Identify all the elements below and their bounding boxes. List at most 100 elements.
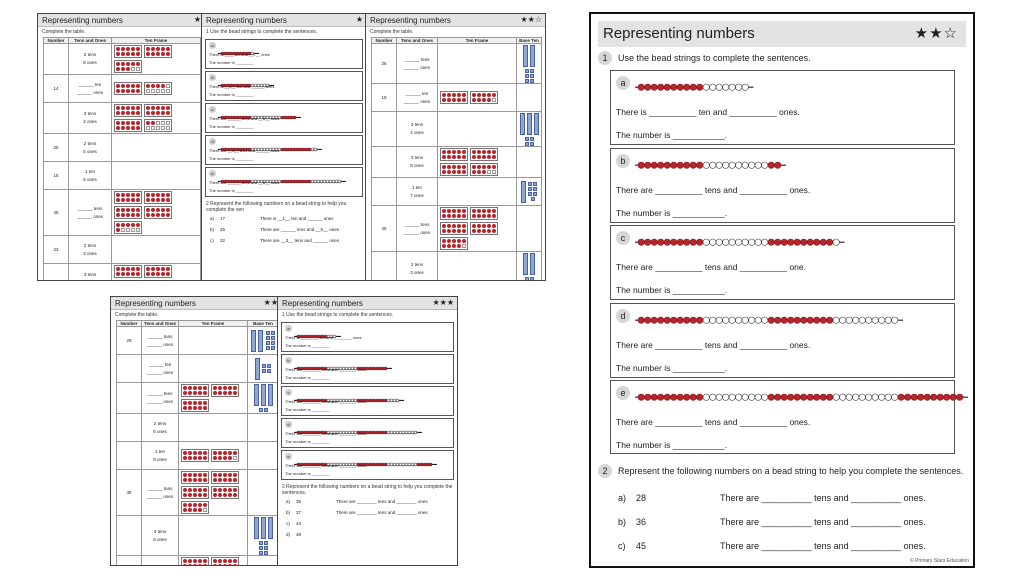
bead-question-a[interactable]: a There is __________ ten and __________ … xyxy=(610,70,955,145)
sentence-number[interactable]: The number is ___________. xyxy=(616,363,728,373)
number-cell[interactable]: 26 xyxy=(371,43,397,84)
worksheet-thumbnail-3[interactable]: Representing numbers ★★☆ Complete the ta… xyxy=(365,13,546,281)
tens-ones-cell[interactable]: 1 ten 5 ones xyxy=(68,161,112,190)
ten-frame-cell[interactable] xyxy=(437,177,517,206)
number-cell[interactable] xyxy=(371,251,397,280)
number-cell[interactable] xyxy=(116,413,142,442)
sentence-number[interactable]: The number is ________ xyxy=(209,92,254,97)
sentence[interactable]: There are ________ tens and ________ one… xyxy=(336,499,428,504)
ten-frame-cell[interactable] xyxy=(437,111,517,147)
tens-ones-cell[interactable]: ______ tens ______ ones xyxy=(396,205,438,252)
sentence-tens-ones[interactable]: There are ________ tens and ________ one… xyxy=(285,463,367,468)
sentence-number[interactable]: The number is ___________. xyxy=(616,130,728,140)
number-row[interactable]: b) 37 There are ________ tens and ________… xyxy=(278,509,457,520)
sentence-number[interactable]: The number is ________ xyxy=(209,60,254,65)
number-cell[interactable]: 19 xyxy=(371,83,397,112)
bead-question-c[interactable]: c There are ______ tens and __5__ ones The… xyxy=(205,103,363,133)
sentence-tens-ones[interactable]: There are __________ tens and __________… xyxy=(616,340,811,350)
sentence[interactable]: There are __3__ tens and ______ ones xyxy=(260,238,340,243)
bead-question-d[interactable]: d There are __3__ tens and ______ ones The… xyxy=(205,135,363,165)
number-row[interactable]: a) 28 There are __________ tens and ______… xyxy=(618,493,926,503)
sentence[interactable]: There are __________ tens and __________… xyxy=(720,517,926,527)
worksheet-thumbnail-1[interactable]: Representing numbers ★ Complete the tabl… xyxy=(37,13,205,281)
sentence[interactable]: There are ______ tens and __5__ ones xyxy=(260,227,340,232)
number-cell[interactable]: 15 xyxy=(43,161,69,190)
base-ten-cell[interactable] xyxy=(516,111,542,147)
sentence-number[interactable]: The number is ________ xyxy=(285,439,330,444)
number-row[interactable]: c) 43 xyxy=(278,520,457,531)
tens-ones-cell[interactable]: 2 tens 5 ones xyxy=(141,413,179,442)
ten-frame-cell[interactable] xyxy=(178,469,248,516)
ten-frame-cell[interactable] xyxy=(178,354,248,383)
tens-ones-cell[interactable]: 3 tens 6 ones xyxy=(141,515,179,556)
ten-frame-cell[interactable] xyxy=(178,413,248,442)
sentence-number[interactable]: The number is ___________. xyxy=(616,440,728,450)
sentence-tens-ones[interactable]: There are ________ tens and ________ one… xyxy=(285,399,367,404)
worksheet-thumbnail-4[interactable]: Representing numbers ★★ Complete the tab… xyxy=(110,296,282,566)
bead-question-d[interactable]: d There are __________ tens and _________… xyxy=(610,303,955,378)
sentence-tens-ones[interactable]: There are ______ tens and __5__ ones xyxy=(209,116,280,121)
ten-frame-cell[interactable] xyxy=(178,555,248,565)
bead-question-c[interactable]: c There are ________ tens and ________ on… xyxy=(281,386,454,416)
number-row[interactable]: d) 48 xyxy=(278,531,457,542)
ten-frame-cell[interactable] xyxy=(111,235,201,264)
ten-frame-cell[interactable] xyxy=(178,515,248,556)
sentence-tens-ones[interactable]: There are ______ tens and __2__ ones xyxy=(209,180,280,185)
base-ten-cell[interactable] xyxy=(247,326,279,355)
number-cell[interactable] xyxy=(116,354,142,383)
ten-frame-cell[interactable] xyxy=(111,102,201,134)
base-ten-cell[interactable] xyxy=(247,469,279,516)
number-cell[interactable] xyxy=(116,441,142,470)
number-cell[interactable] xyxy=(116,382,142,414)
ten-frame-cell[interactable] xyxy=(111,74,201,103)
tens-ones-cell[interactable]: 2 tens 3 ones xyxy=(396,251,438,280)
bead-question-b[interactable]: b There are ________ tens and ________ on… xyxy=(281,354,454,384)
tens-ones-cell[interactable]: 2 tens 3 ones xyxy=(68,235,112,264)
number-row[interactable]: a) 35 There are ________ tens and ________… xyxy=(278,498,457,509)
sentence-number[interactable]: The number is ___________. xyxy=(616,285,728,295)
tens-ones-cell[interactable]: ______ tens ______ ones xyxy=(68,189,112,236)
tens-ones-cell[interactable]: 3 tens 4 ones xyxy=(396,111,438,147)
tens-ones-cell[interactable]: 1 ten 7 ones xyxy=(396,177,438,206)
ten-frame-cell[interactable] xyxy=(178,382,248,414)
number-cell[interactable] xyxy=(43,102,69,134)
sentence-number[interactable]: The number is ________ xyxy=(285,375,330,380)
base-ten-cell[interactable] xyxy=(247,354,279,383)
base-ten-cell[interactable] xyxy=(247,413,279,442)
number-cell[interactable]: 28 xyxy=(116,326,142,355)
number-cell[interactable]: 23 xyxy=(43,235,69,264)
sentence-number[interactable]: The number is ________ xyxy=(209,156,254,161)
bead-question-e[interactable]: e There are __________ tens and _________… xyxy=(610,380,968,454)
number-cell[interactable]: 46 xyxy=(43,189,69,236)
bead-question-a[interactable]: a There is ________ ten and ________ ones… xyxy=(281,322,454,352)
base-ten-cell[interactable] xyxy=(247,382,279,414)
ten-frame-cell[interactable] xyxy=(437,205,517,252)
base-ten-cell[interactable] xyxy=(247,515,279,556)
sentence-number[interactable]: The number is ___________. xyxy=(616,208,728,218)
tens-ones-cell[interactable]: 3 tens 8 ones xyxy=(396,146,438,178)
ten-frame-cell[interactable] xyxy=(178,326,248,355)
base-ten-cell[interactable] xyxy=(247,555,279,565)
base-ten-cell[interactable] xyxy=(516,43,542,84)
number-cell[interactable] xyxy=(116,515,142,556)
ten-frame-cell[interactable] xyxy=(111,43,201,75)
sentence-tens-ones[interactable]: There are __________ tens and __________… xyxy=(616,185,811,195)
ten-frame-cell[interactable] xyxy=(111,263,201,280)
number-row[interactable]: b) 36 There are __________ tens and ______… xyxy=(618,517,926,527)
sentence-tens-ones[interactable]: There is __________ ten and __________ o… xyxy=(616,107,800,117)
sentence-number[interactable]: The number is ________ xyxy=(285,407,330,412)
bead-question-a[interactable]: a There is ____ ten and __7__ ones The num… xyxy=(205,39,363,69)
tens-ones-cell[interactable]: 3 tens 7 ones xyxy=(68,263,112,280)
base-ten-cell[interactable] xyxy=(516,83,542,112)
base-ten-cell[interactable] xyxy=(516,146,542,178)
sentence-tens-ones[interactable]: There is ____ ten and __7__ ones xyxy=(209,52,270,57)
worksheet-main[interactable]: Representing numbers ★★☆ 1 Use the bead … xyxy=(589,12,975,568)
number-cell[interactable] xyxy=(371,177,397,206)
base-ten-cell[interactable] xyxy=(516,177,542,206)
number-cell[interactable] xyxy=(116,555,142,565)
bead-question-b[interactable]: b There is __1__ ten and ______ ones The n… xyxy=(205,71,363,101)
sentence[interactable]: There are __________ tens and __________… xyxy=(720,541,926,551)
base-ten-cell[interactable] xyxy=(247,441,279,470)
sentence-number[interactable]: The number is ________ xyxy=(285,343,330,348)
bead-question-e[interactable]: e There are ________ tens and ________ on… xyxy=(281,450,454,480)
